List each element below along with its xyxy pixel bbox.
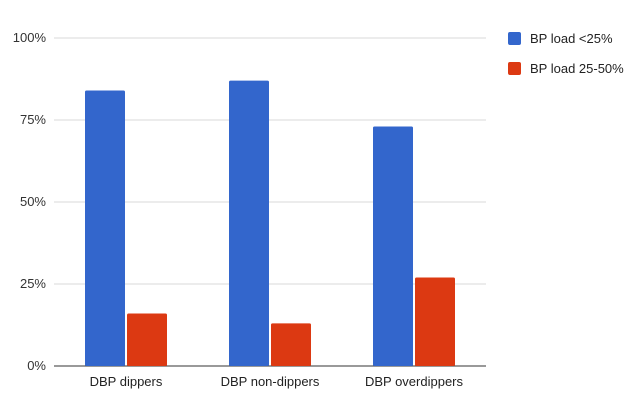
y-tick-label: 50% [20,194,46,209]
legend-label-series-1: BP load <25% [530,30,613,46]
x-category-label: DBP dippers [90,374,163,389]
x-axis-category-labels: DBP dippers DBP non-dippers DBP overdipper… [90,374,464,389]
legend-item-series-2[interactable]: BP load 25-50% [508,60,624,76]
bar-series-2-dbp-overdippers[interactable] [415,277,455,366]
bar-series-2-dbp-non-dippers[interactable] [271,323,311,366]
y-tick-label: 0% [27,358,46,373]
legend-swatch-series-1 [508,31,521,45]
y-axis-tick-labels: 0% 25% 50% 75% 100% [13,30,47,373]
y-tick-label: 75% [20,112,46,127]
x-category-label: DBP non-dippers [221,374,320,389]
legend-label-series-2: BP load 25-50% [530,60,624,76]
gridlines [54,37,486,367]
bar-series-1-dbp-non-dippers[interactable] [229,80,269,366]
legend-item-series-1[interactable]: BP load <25% [508,30,624,46]
y-tick-label: 25% [20,276,46,291]
bars [85,80,455,366]
y-tick-label: 100% [13,30,47,45]
legend-swatch-series-2 [508,61,521,75]
legend: BP load <25% BP load 25-50% [508,30,624,90]
bar-series-1-dbp-dippers[interactable] [85,90,125,366]
bar-series-2-dbp-dippers[interactable] [127,313,167,366]
bar-series-1-dbp-overdippers[interactable] [373,126,413,366]
x-category-label: DBP overdippers [365,374,464,389]
